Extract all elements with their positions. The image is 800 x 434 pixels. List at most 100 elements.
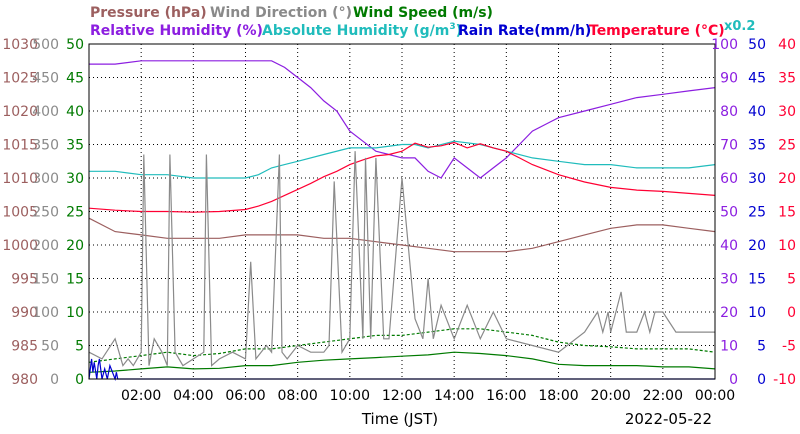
y-tick-wind-speed: 30 — [66, 171, 84, 187]
x-tick: 04:00 — [173, 388, 213, 404]
x-tick: 20:00 — [590, 388, 630, 404]
y-tick-pressure: 1020 — [2, 104, 38, 120]
title-absolute-humidity-end: ) — [456, 23, 462, 39]
y-tick-rain: 40 — [748, 104, 766, 120]
y-tick-rain: 35 — [748, 138, 766, 154]
title-temperature: Temperature (°C) — [589, 23, 725, 39]
x-tick: 16:00 — [486, 388, 526, 404]
title-rain-rate: Rain Rate(mm/h) — [458, 23, 591, 39]
y-tick-rain: 30 — [748, 171, 766, 187]
y-tick-pressure: 1015 — [2, 138, 38, 154]
y-tick-wind-dir: 150 — [32, 272, 59, 288]
y-tick-wind-dir: 350 — [32, 138, 59, 154]
series-pressure — [88, 217, 716, 253]
y-tick-temp: 40 — [778, 37, 796, 53]
x-tick: 06:00 — [225, 388, 265, 404]
x-tick: 12:00 — [382, 388, 422, 404]
y-tick-pressure: 1025 — [2, 71, 38, 87]
y-tick-wind-dir: 450 — [32, 71, 59, 87]
tick-layer: 9809859909951000100510101015102010251030… — [2, 37, 796, 404]
plot-frame — [88, 43, 716, 380]
y-tick-rain: 50 — [748, 37, 766, 53]
y-tick-rain: 15 — [748, 272, 766, 288]
y-tick-wind-speed: 50 — [66, 37, 84, 53]
y-tick-rh: 10 — [720, 339, 738, 355]
y-tick-pressure: 980 — [11, 372, 38, 388]
y-tick-wind-speed: 20 — [66, 238, 84, 254]
y-tick-rain: 45 — [748, 71, 766, 87]
y-tick-rh: 90 — [720, 71, 738, 87]
y-tick-pressure: 1000 — [2, 238, 38, 254]
series-wind_speed — [88, 351, 716, 373]
y-tick-wind-speed: 45 — [66, 71, 84, 87]
y-tick-wind-dir: 0 — [50, 372, 59, 388]
y-tick-rain: 25 — [748, 205, 766, 221]
y-tick-wind-dir: 500 — [32, 37, 59, 53]
title-wind-speed: Wind Speed (m/s) — [353, 5, 493, 21]
y-tick-wind-dir: 400 — [32, 104, 59, 120]
y-tick-temp: 0 — [787, 305, 796, 321]
y-tick-temp: -5 — [782, 339, 796, 355]
y-tick-pressure: 995 — [11, 272, 38, 288]
x-tick: 22:00 — [643, 388, 683, 404]
y-tick-temp: 5 — [787, 272, 796, 288]
y-tick-rain: 0 — [757, 372, 766, 388]
y-tick-wind-speed: 15 — [66, 272, 84, 288]
y-tick-temp: -10 — [773, 372, 796, 388]
x-tick: 00:00 — [695, 388, 735, 404]
y-tick-wind-dir: 100 — [32, 305, 59, 321]
x-tick: 02:00 — [121, 388, 161, 404]
series-temp — [88, 141, 716, 213]
y-tick-rh: 60 — [720, 171, 738, 187]
y-tick-temp: 25 — [778, 138, 796, 154]
y-tick-rain: 20 — [748, 238, 766, 254]
series-rh — [89, 60, 716, 179]
y-tick-pressure: 1010 — [2, 171, 38, 187]
y-tick-temp: 10 — [778, 238, 796, 254]
y-tick-rain: 10 — [748, 305, 766, 321]
title-absolute-humidity-sup: 3 — [449, 22, 455, 32]
y-tick-rh: 30 — [720, 272, 738, 288]
y-tick-temp: 35 — [778, 71, 796, 87]
y-tick-wind-dir: 300 — [32, 171, 59, 187]
title-absolute-humidity-main: Absolute Humidity (g/m — [262, 23, 449, 39]
y-tick-wind-speed: 35 — [66, 138, 84, 154]
y-tick-rh: 0 — [729, 372, 738, 388]
y-tick-rh: 20 — [720, 305, 738, 321]
y-tick-temp: 30 — [778, 104, 796, 120]
y-tick-temp: 15 — [778, 205, 796, 221]
y-tick-wind-dir: 250 — [32, 205, 59, 221]
title-wind-direction: Wind Direction (°) — [210, 5, 352, 21]
y-tick-rain: 5 — [757, 339, 766, 355]
y-tick-pressure: 1030 — [2, 37, 38, 53]
y-tick-wind-speed: 5 — [75, 339, 84, 355]
series-layer — [88, 60, 716, 382]
y-tick-wind-dir: 200 — [32, 238, 59, 254]
y-tick-wind-speed: 0 — [75, 372, 84, 388]
series-wind_speed-gust — [88, 328, 716, 363]
x-tick: 14:00 — [434, 388, 474, 404]
title-pressure: Pressure (hPa) — [90, 5, 207, 21]
y-tick-pressure: 985 — [11, 339, 38, 355]
y-tick-rh: 40 — [720, 238, 738, 254]
y-tick-rh: 80 — [720, 104, 738, 120]
y-tick-wind-speed: 40 — [66, 104, 84, 120]
x-axis-label: Time (JST) — [361, 410, 438, 428]
y-tick-rh: 70 — [720, 138, 738, 154]
y-tick-pressure: 1005 — [2, 205, 38, 221]
x-tick: 10:00 — [330, 388, 370, 404]
date-label: 2022-05-22 — [625, 410, 712, 428]
x-tick: 08:00 — [277, 388, 317, 404]
y-tick-temp: 20 — [778, 171, 796, 187]
title-absolute-humidity: Absolute Humidity (g/m3) — [262, 22, 462, 39]
title-relative-humidity: Relative Humidity (%) — [90, 23, 263, 39]
scale-note: x0.2 — [724, 19, 755, 34]
series-wind_dir — [88, 151, 715, 367]
y-tick-wind-speed: 25 — [66, 205, 84, 221]
x-tick: 18:00 — [538, 388, 578, 404]
y-tick-pressure: 990 — [11, 305, 38, 321]
y-tick-rh: 50 — [720, 205, 738, 221]
y-tick-wind-dir: 50 — [41, 339, 59, 355]
y-tick-rh: 100 — [711, 37, 738, 53]
